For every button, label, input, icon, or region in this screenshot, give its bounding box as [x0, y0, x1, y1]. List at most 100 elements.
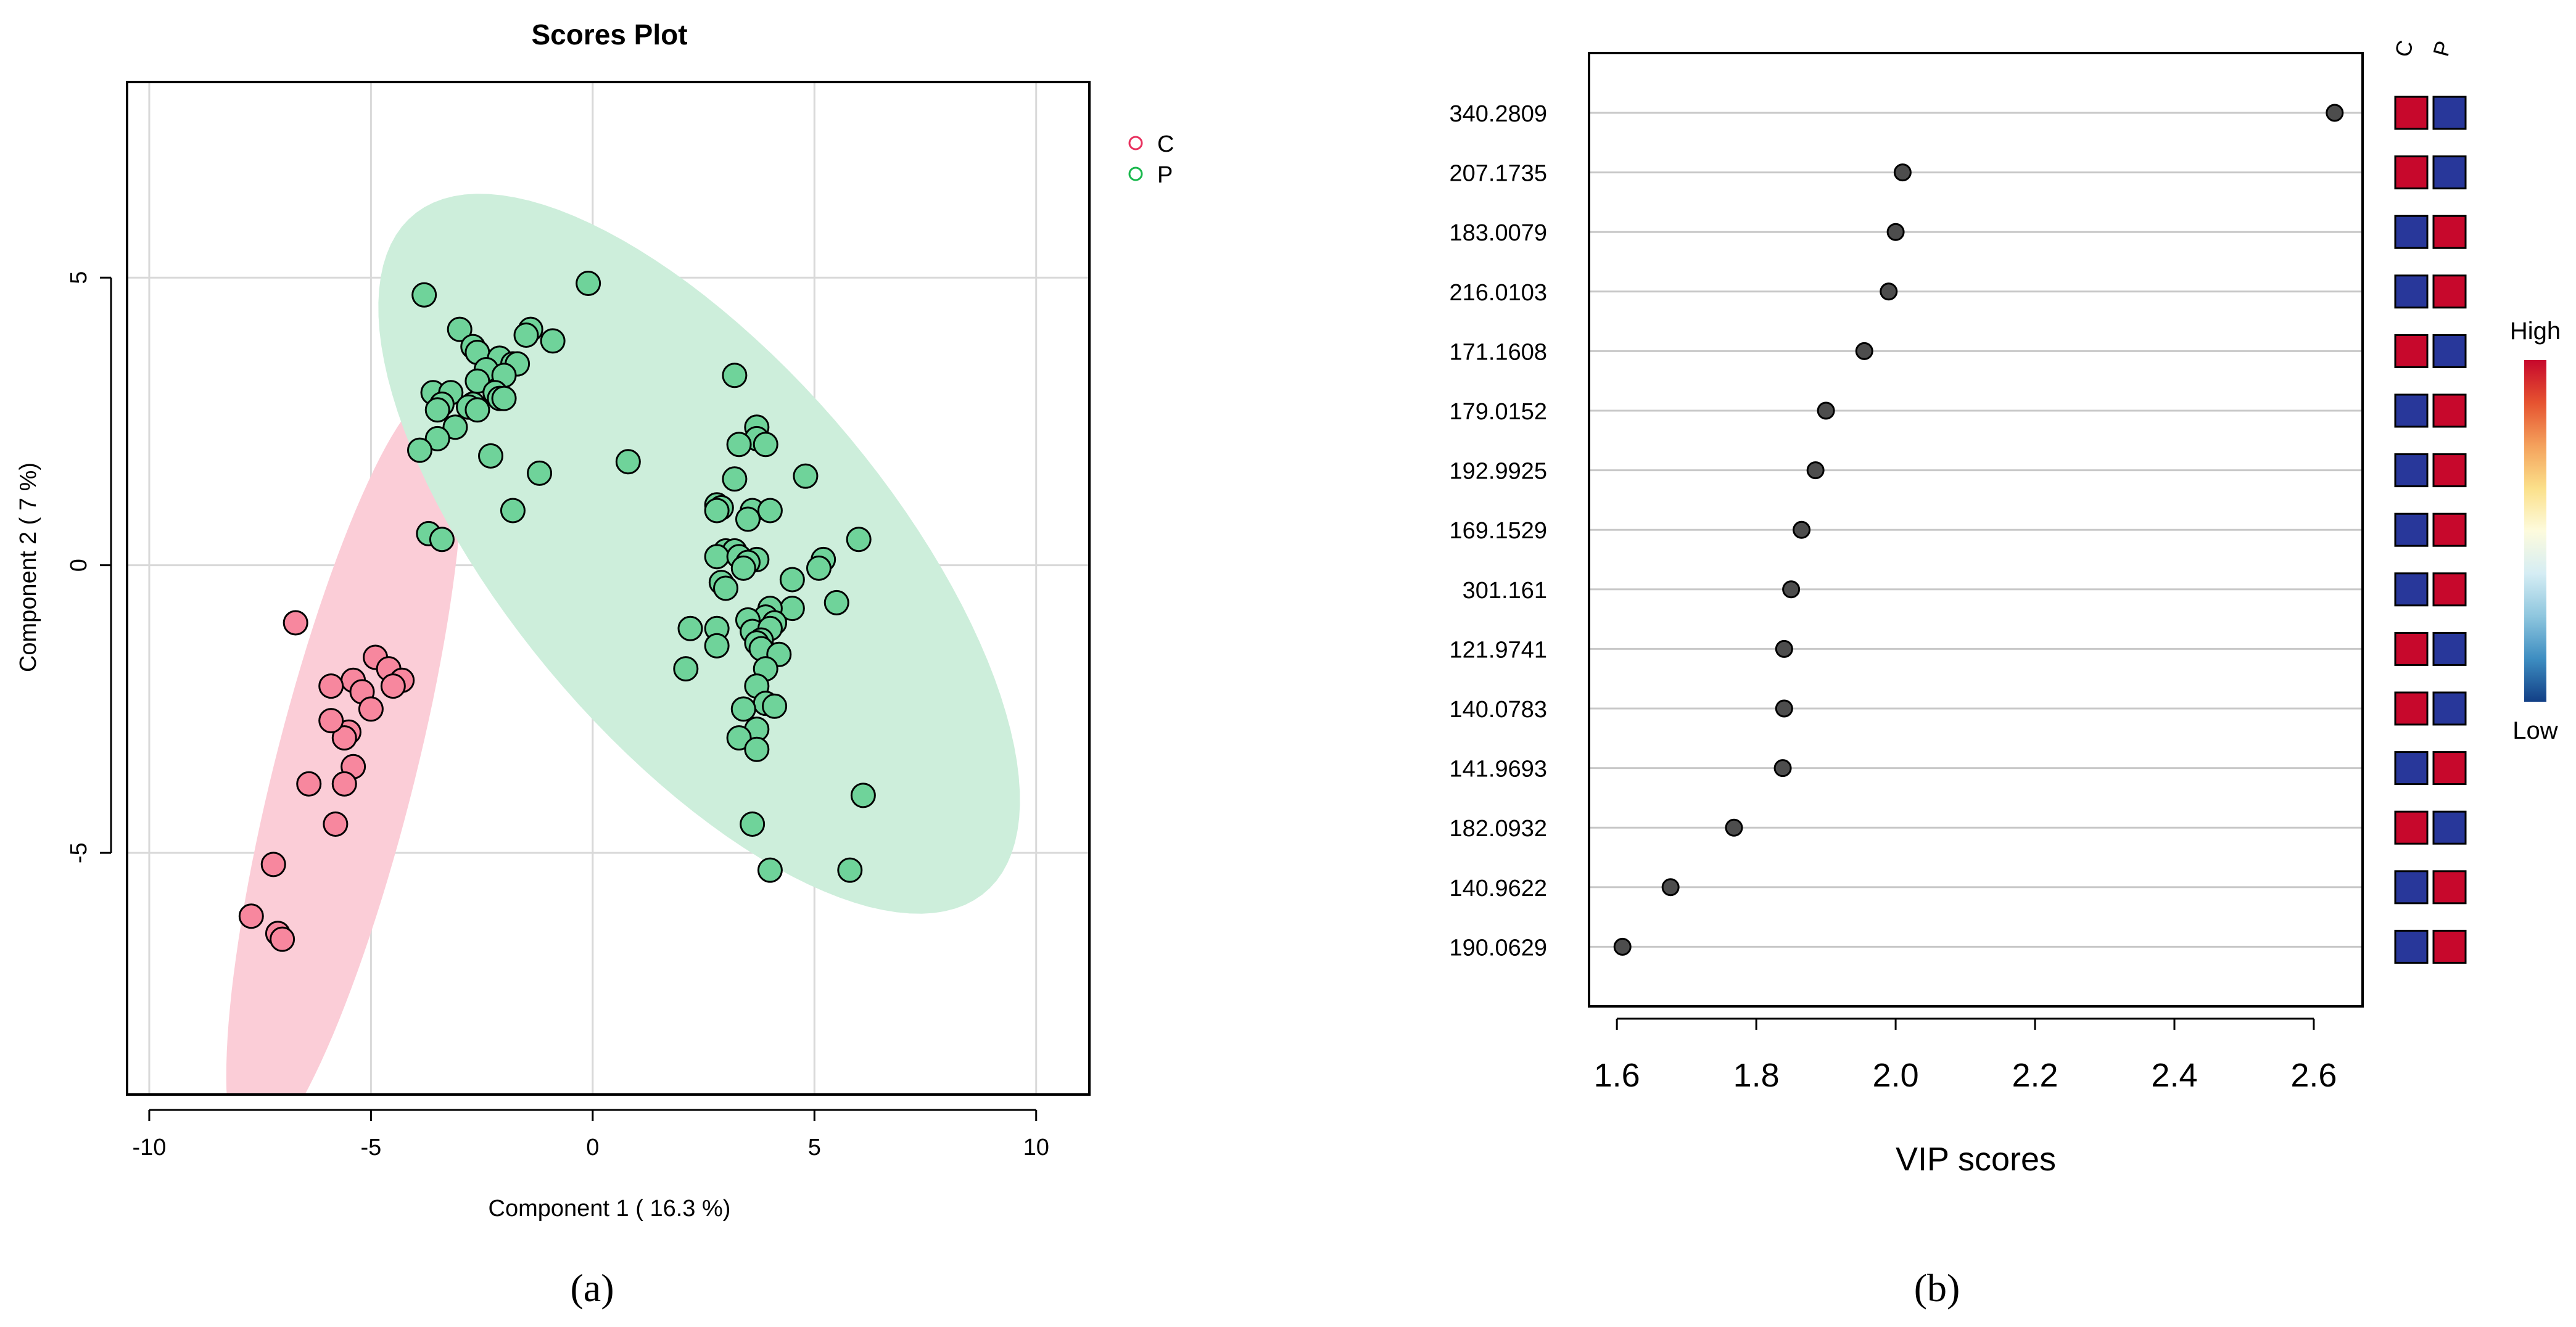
vip-dot — [1793, 520, 1811, 539]
point-P — [726, 432, 752, 458]
point-P — [615, 449, 641, 475]
point-P — [846, 527, 872, 553]
vip-dot — [1817, 401, 1835, 420]
legend-label-C: C — [1157, 131, 1174, 157]
vip-dot — [1893, 163, 1912, 182]
x-tick-label: 5 — [808, 1135, 821, 1161]
heat-cell-C — [2394, 691, 2429, 726]
heat-cell-C — [2394, 215, 2429, 249]
heat-cell-C — [2394, 631, 2429, 666]
vip-feature-labels: 340.2809 207.1735 183.0079 216.0103 171.1608… — [1450, 101, 1548, 961]
point-P — [779, 567, 805, 593]
point-P — [722, 466, 748, 492]
feature-label: 182.0932 — [1450, 816, 1548, 842]
point-P — [726, 725, 752, 751]
feature-label: 183.0079 — [1450, 220, 1548, 246]
ellipse-P — [378, 194, 1020, 914]
vip-x-tick-label: 1.8 — [1733, 1057, 1780, 1094]
heat-cell-C — [2394, 810, 2429, 845]
feature-label: 301.161 — [1463, 578, 1547, 604]
point-C — [270, 926, 295, 952]
x-tick-label: 0 — [586, 1135, 599, 1161]
point-P — [677, 615, 703, 641]
legend-marker-C — [1128, 136, 1143, 150]
point-C — [358, 696, 384, 722]
point-P — [513, 323, 539, 348]
heat-cell-P — [2432, 155, 2467, 190]
scores-plot-x-label: Component 1 ( 16.3 %) — [489, 1196, 731, 1222]
heat-cell-C — [2394, 751, 2429, 786]
scores-plot-frame — [126, 81, 1091, 1096]
vip-dot — [1886, 223, 1905, 241]
feature-label: 190.0629 — [1450, 935, 1548, 961]
heat-cell-P — [2432, 512, 2467, 547]
point-C — [260, 852, 286, 877]
point-P — [753, 432, 778, 458]
vip-dot — [1782, 580, 1801, 599]
heat-cell-C — [2394, 512, 2429, 547]
point-P — [850, 783, 876, 808]
heat-cell-P — [2432, 393, 2467, 428]
vip-dot — [2326, 104, 2344, 122]
vip-x-tick-label: 2.6 — [2290, 1057, 2337, 1094]
point-P — [806, 555, 832, 581]
scores-plot-x-axis: -10 -5 0 5 10 — [132, 1109, 1049, 1161]
heat-cell-C — [2394, 453, 2429, 488]
vip-x-tick-label: 2.2 — [2012, 1057, 2058, 1094]
point-P — [424, 425, 450, 451]
heat-cell-C — [2394, 393, 2429, 428]
feature-label: 192.9925 — [1450, 459, 1548, 485]
feature-label: 121.9741 — [1450, 637, 1548, 663]
heat-cell-C — [2394, 96, 2429, 130]
point-P — [704, 633, 730, 659]
heat-cell-C — [2394, 155, 2429, 190]
vip-colorbar: High Low — [2510, 318, 2561, 744]
vip-dot — [1775, 639, 1793, 658]
point-C — [380, 673, 406, 699]
point-P — [424, 397, 450, 423]
feature-label: 141.9693 — [1450, 757, 1548, 783]
heat-cell-P — [2432, 751, 2467, 786]
heat-cell-P — [2432, 334, 2467, 368]
vip-dot — [1775, 699, 1793, 718]
vip-x-tick-label: 2.4 — [2151, 1057, 2197, 1094]
point-P — [704, 544, 730, 570]
vip-x-tick-label: 2.0 — [1873, 1057, 1919, 1094]
point-P — [442, 414, 468, 440]
heat-column-label: P — [2428, 38, 2456, 59]
point-P — [837, 857, 863, 883]
feature-label: 207.1735 — [1450, 161, 1548, 187]
point-P — [824, 590, 849, 615]
x-tick-label: 10 — [1023, 1135, 1049, 1161]
vip-guide-lines — [1589, 112, 2363, 948]
vip-x-label: VIP scores — [1896, 1141, 2056, 1178]
vip-dots — [1613, 104, 2344, 956]
x-tick-label: -10 — [132, 1135, 166, 1161]
point-P — [527, 460, 553, 486]
vip-dot — [1806, 461, 1825, 480]
point-C — [318, 708, 344, 734]
point-P — [704, 498, 730, 524]
caption-a: (a) — [570, 1266, 614, 1310]
feature-label: 140.0783 — [1450, 697, 1548, 723]
colorbar-gradient — [2524, 360, 2546, 702]
vip-dot — [1725, 818, 1743, 837]
point-P — [713, 575, 739, 601]
vip-dot — [1855, 342, 1873, 360]
feature-label: 171.1608 — [1450, 339, 1548, 365]
point-P — [540, 328, 566, 354]
point-P — [744, 736, 770, 762]
caption-b: (b) — [1914, 1266, 1960, 1310]
feature-label: 169.1529 — [1450, 518, 1548, 544]
colorbar-low-label: Low — [2512, 717, 2557, 744]
vip-dot — [1773, 759, 1792, 778]
point-C — [283, 610, 308, 636]
heat-cell-P — [2432, 453, 2467, 488]
point-C — [318, 673, 344, 699]
point-P — [576, 271, 601, 297]
point-P — [411, 282, 437, 308]
vip-dot — [1661, 878, 1680, 897]
point-C — [238, 903, 264, 929]
